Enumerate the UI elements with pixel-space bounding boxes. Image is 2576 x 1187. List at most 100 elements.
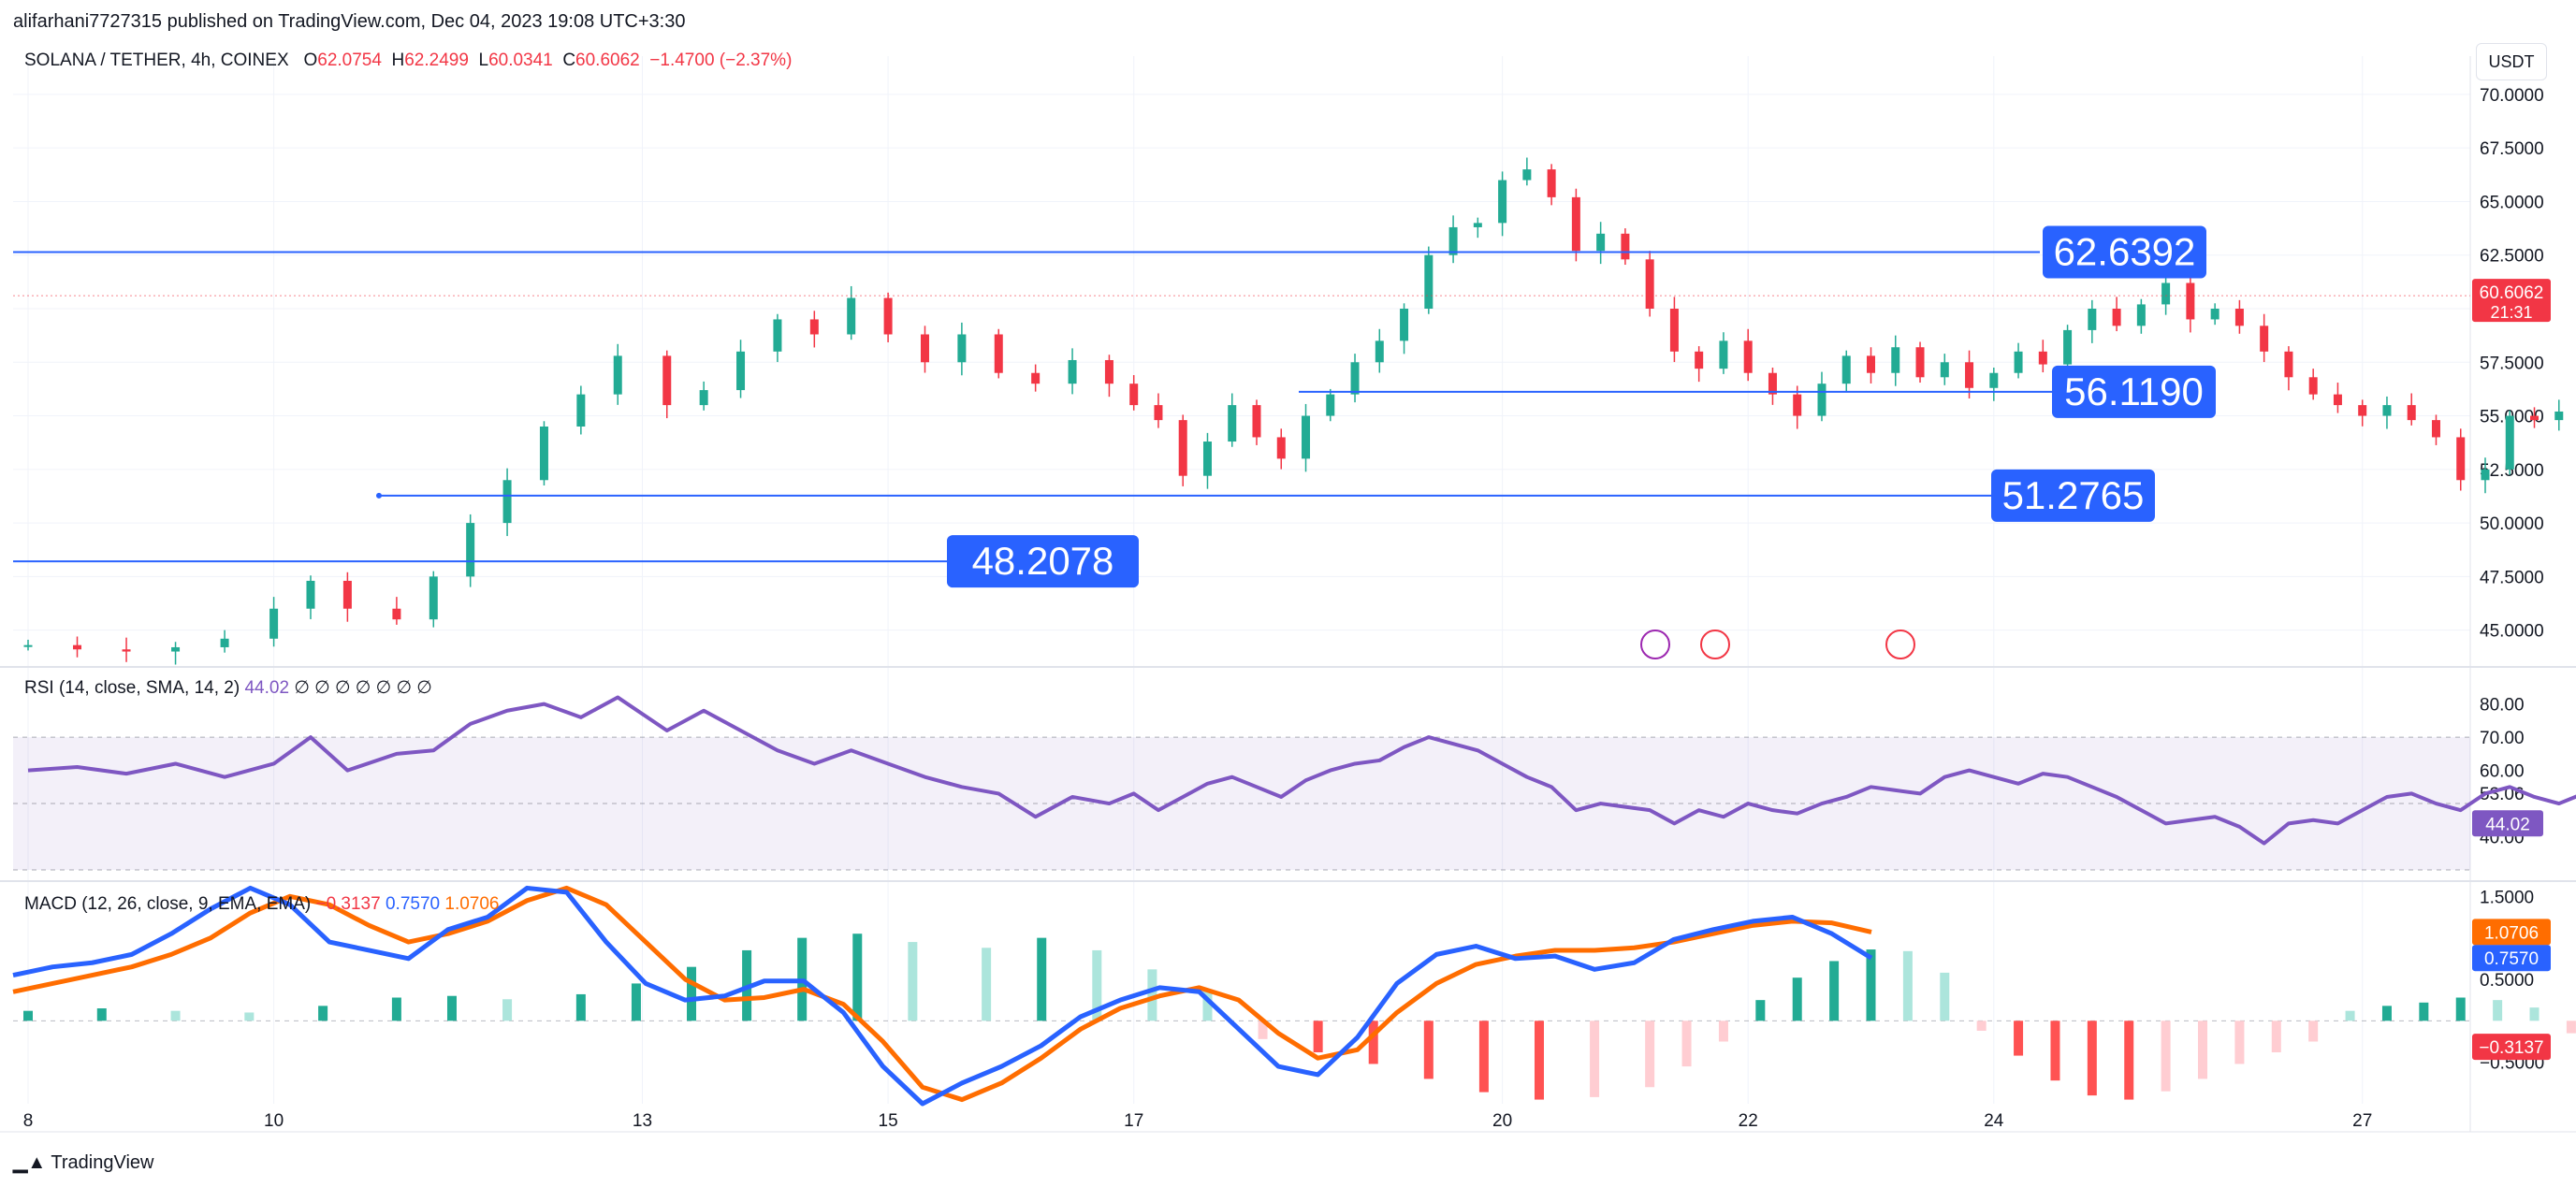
close-label: C [562,51,576,70]
price-axis-label: 50.0000 [2480,514,2544,534]
candle-body [1350,362,1360,395]
candle-body [773,319,782,352]
price-axis-label: 45.0000 [2480,622,2544,642]
level-badge [947,535,1139,588]
level-badge [1991,469,2155,522]
candle-body [2530,415,2540,421]
candle-body [1867,355,1875,373]
macd-histogram-bar [1202,989,1213,1021]
candle-body [2554,411,2564,421]
macd-histogram-bar [502,999,513,1021]
macd-histogram-bar [1313,1021,1323,1053]
candles-group [23,157,2564,665]
currency-button[interactable]: USDT [2476,43,2547,80]
candle-body [1522,169,1532,181]
candle-body [2284,351,2293,378]
macd-value-badge [2472,1034,2551,1061]
candle-body [576,394,586,427]
candle-body [1154,405,1163,421]
candle-body [662,355,672,406]
macd-line-value: 0.7570 [385,894,441,914]
macd-histogram-bar [2161,1021,2171,1092]
macd-histogram-bar [2198,1021,2208,1079]
candle-body [1571,196,1580,252]
candle-body [1940,362,1949,378]
macd-value-label: 1.0706 [2484,923,2539,943]
macd-histogram-bar [1902,950,1913,1021]
macd-histogram-bar [244,1012,255,1021]
macd-histogram-bar [687,966,697,1021]
macd-histogram-bar [2308,1021,2319,1042]
level-badge [2052,365,2216,418]
close-value: 60.6062 [575,51,640,70]
macd-histogram-bar [2124,1021,2134,1100]
candle-body [122,649,131,652]
level-label: 56.1190 [2064,369,2204,413]
macd-histogram-bar [2529,1007,2540,1021]
macd-histogram-bar [1940,972,1950,1021]
macd-histogram-bar [1866,949,1876,1021]
rsi-axis-label: 60.00 [2480,762,2525,782]
candle-body [1473,223,1482,227]
candle-body [847,297,856,335]
candle-body [809,319,819,335]
high-label: H [391,51,405,70]
macd-histogram-bar [2345,1010,2355,1021]
macd-axis-label: 0.5000 [2480,971,2534,991]
macd-histogram-bar [1590,1021,1600,1097]
macd-legend: MACD (12, 26, close, 9, EMA, EMA) −0.313… [24,894,500,915]
rsi-value-badge [2472,810,2543,837]
time-axis-label: 10 [264,1111,284,1131]
candle-body [23,644,33,647]
candle-body [1596,233,1606,252]
candle-body [2481,469,2490,481]
candle-body [699,390,708,406]
macd-histogram-bar [1976,1021,1987,1031]
candle-body [1719,340,1728,369]
price-axis-label: 52.5000 [2480,461,2544,481]
rsi-legend: RSI (14, close, SMA, 14, 2) 44.02 ∅ ∅ ∅ … [24,677,432,699]
macd-histogram-bar [2455,997,2466,1021]
candle-body [1841,355,1851,384]
macd-histogram-bar [2493,1000,2503,1021]
macd-histogram-bar [1681,1021,1692,1067]
candle-body [1915,347,1925,378]
macd-histogram-bar [446,995,457,1021]
open-label: O [303,51,318,70]
grid-group [13,56,2470,1104]
rsi-na-values: ∅ ∅ ∅ ∅ ∅ ∅ ∅ [294,678,432,698]
macd-histogram-bar [1423,1021,1434,1079]
candle-body [2038,351,2047,365]
us-flag-icon [1885,630,1915,659]
macd-histogram-bar [982,948,992,1021]
macd-histogram-bar [23,1010,33,1021]
macd-histogram-bar [2419,1002,2429,1021]
price-axis-label: 57.5000 [2480,354,2544,373]
publisher-line: alifarhani7727315 published on TradingVi… [13,11,686,32]
candle-body [1228,405,1237,442]
candle-body [883,297,893,335]
time-axis-label: 17 [1124,1111,1143,1131]
macd-histogram-bar [1534,1021,1544,1100]
time-axis-label: 15 [879,1111,898,1131]
candle-body [1817,384,1826,416]
macd-value-label: 0.7570 [2484,949,2539,969]
high-value: 62.2499 [404,51,469,70]
macd-histogram-bar [908,942,918,1021]
last-price-label: 60.6062 [2480,283,2544,303]
low-label: L [478,51,489,70]
candle-body [2260,326,2269,352]
rsi-axis-label: 70.00 [2480,729,2525,748]
candle-body [1793,394,1802,416]
candle-body [2234,309,2244,326]
macd-histogram-bar [170,1010,181,1021]
macd-label: MACD (12, 26, close, 9, EMA, EMA) [24,894,312,914]
macd-histogram-bar [852,934,863,1021]
candle-body [2063,329,2073,365]
candle-body [1965,362,1974,388]
macd-histogram-bar [2014,1021,2024,1056]
macd-hist-value: −0.3137 [315,894,381,914]
price-axis-label: 67.5000 [2480,139,2544,159]
last-price-badge [2472,279,2551,323]
